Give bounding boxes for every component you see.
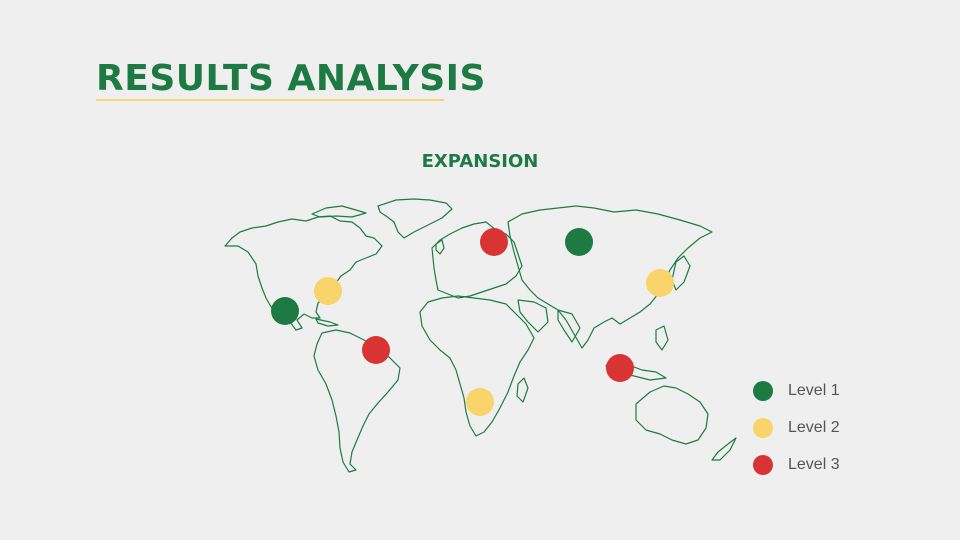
british-isles — [435, 239, 445, 255]
arabian-peninsula — [517, 299, 549, 333]
new-zealand-islands — [711, 437, 737, 461]
europe-landmass — [431, 221, 523, 299]
legend-item-level-3: Level 3 — [753, 446, 840, 483]
legend-item-level-2: Level 2 — [753, 409, 840, 446]
legend: Level 1 Level 2 Level 3 — [753, 372, 840, 483]
level-1-dot-icon — [753, 380, 773, 401]
legend-label: Level 3 — [788, 455, 840, 473]
marker-level-1-russia — [565, 228, 593, 256]
marker-level-3-southeast-asia — [606, 354, 634, 382]
asia-landmass — [507, 205, 713, 349]
caribbean-islands — [315, 318, 339, 327]
marker-level-3-northern-europe — [480, 228, 508, 256]
africa-landmass — [419, 295, 535, 437]
legend-label: Level 2 — [788, 418, 840, 436]
level-3-dot-icon — [753, 454, 773, 475]
philippines-islands — [655, 325, 669, 351]
legend-item-level-1: Level 1 — [753, 372, 840, 409]
marker-level-1-western-usa-mexico — [271, 297, 299, 325]
madagascar-island — [516, 377, 529, 403]
australia-landmass — [635, 385, 709, 445]
marker-level-3-northern-south-america — [362, 336, 390, 364]
marker-level-2-southern-africa — [466, 388, 494, 416]
greenland-landmass — [377, 198, 453, 239]
arctic-islands — [311, 205, 367, 218]
marker-level-2-east-asia — [646, 269, 674, 297]
title-underline — [96, 99, 444, 101]
map-subtitle: EXPANSION — [421, 151, 539, 172]
legend-label: Level 1 — [788, 381, 840, 399]
japan-islands — [671, 255, 691, 291]
north-america-landmass — [224, 215, 383, 331]
indian-subcontinent — [557, 309, 581, 343]
level-2-dot-icon — [753, 417, 773, 438]
level-markers — [271, 228, 674, 416]
slide-title: RESULTS ANALYSIS — [96, 58, 486, 99]
marker-level-2-eastern-usa — [314, 277, 342, 305]
